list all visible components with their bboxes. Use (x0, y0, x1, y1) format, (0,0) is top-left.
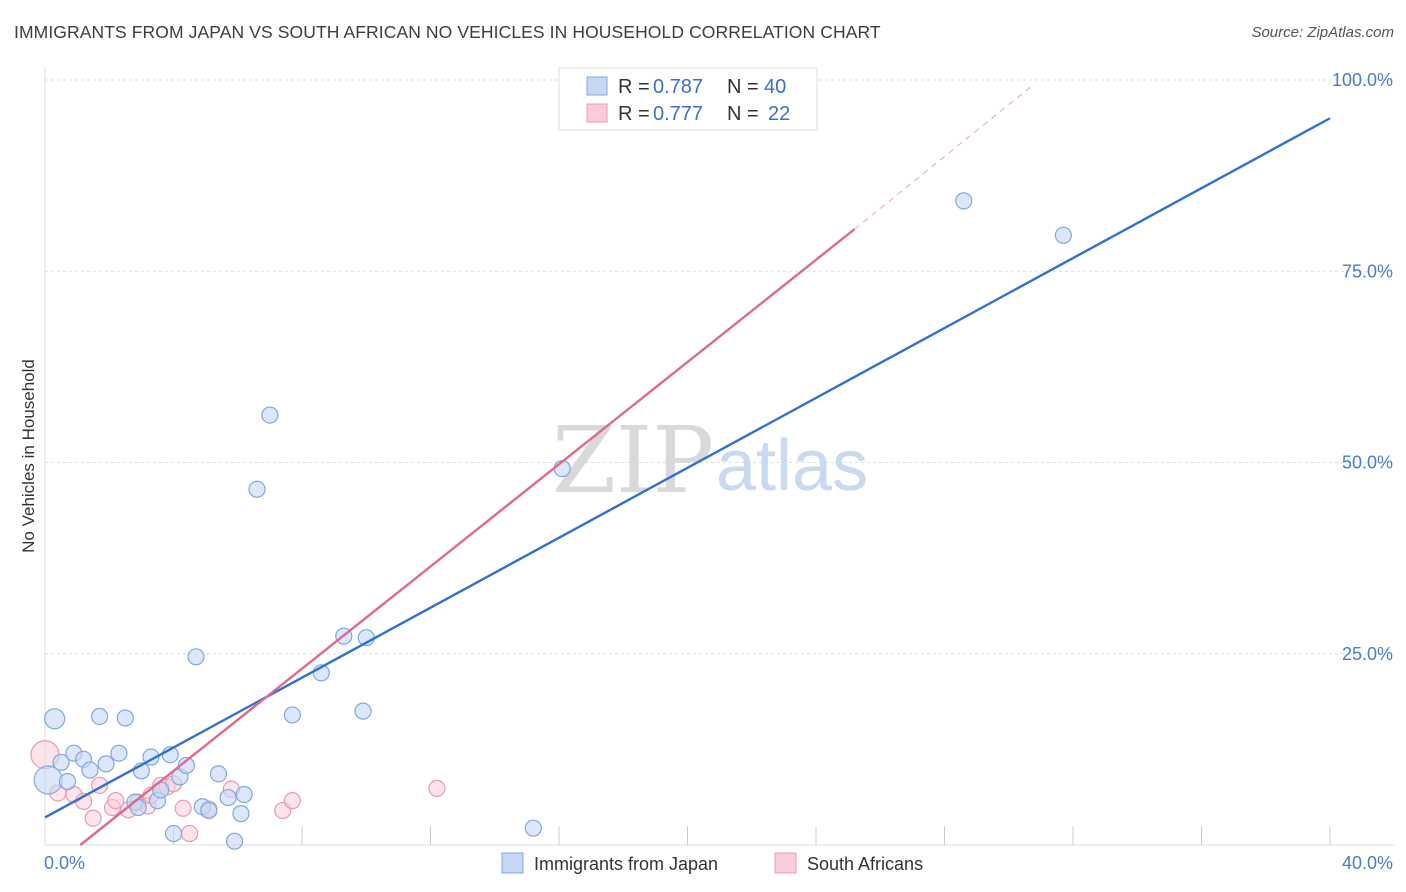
japan-point (200, 801, 218, 820)
bottom-legend-south-africans: South Africans (807, 854, 923, 874)
grid-lines (44, 68, 1394, 846)
x-tick-label: 40.0% (1342, 853, 1393, 873)
y-tick-labels: 25.0% 50.0% 75.0% 100.0% (1332, 70, 1393, 664)
bottom-legend-japan: Immigrants from Japan (534, 854, 718, 874)
japan-point (955, 192, 973, 210)
legend-swatch-japan (586, 76, 608, 96)
japan-point (209, 765, 228, 783)
legend-r-value-2: 0.777 (653, 103, 703, 125)
japan-point (116, 709, 134, 727)
south-africans-trend-line (79, 228, 856, 846)
south-africans-trend-extension (854, 83, 1035, 230)
watermark-atlas: atlas (716, 426, 868, 506)
x-tick-labels: 0.0% 40.0% (44, 853, 1393, 873)
japan-point (97, 755, 115, 773)
japan-point (1054, 226, 1072, 244)
chart-title: IMMIGRANTS FROM JAPAN VS SOUTH AFRICAN N… (14, 22, 881, 42)
x-tick-label: 0.0% (44, 853, 85, 873)
series-legend: Immigrants from Japan South Africans (501, 852, 923, 874)
japan-point (177, 756, 195, 775)
legend-r-label-2: R = (618, 103, 650, 125)
watermark: ZIP atlas (552, 407, 868, 514)
south-africans-point (107, 792, 125, 810)
japan-point (58, 772, 77, 791)
japan-point (164, 824, 183, 843)
correlation-legend: R = 0.787 N = 40 R = 0.777 N = 22 (558, 67, 818, 131)
y-tick-label: 75.0% (1342, 261, 1393, 281)
legend-n-label-2: N = (727, 103, 759, 125)
legend-n-label-1: N = (727, 76, 759, 98)
japan-point (129, 798, 147, 817)
legend-n-value-1: 40 (764, 76, 786, 98)
japan-point (232, 805, 250, 823)
bottom-legend-swatch-japan (501, 852, 524, 874)
japan-point (225, 832, 244, 850)
legend-r-value-1: 0.787 (653, 76, 703, 98)
japan-points (33, 192, 1072, 850)
legend-swatch-south-africans (586, 103, 608, 123)
legend-n-value-2: 22 (768, 103, 790, 125)
south-africans-point (180, 824, 199, 843)
y-axis-label: No Vehicles in Household (19, 359, 38, 553)
japan-point (235, 785, 253, 804)
south-africans-point (428, 779, 446, 797)
south-africans-point (283, 792, 301, 810)
bottom-legend-swatch-south-africans (774, 852, 797, 874)
japan-point (81, 761, 99, 779)
japan-point (187, 648, 205, 666)
japan-point (91, 707, 109, 726)
japan-point (219, 788, 237, 807)
legend-r-label-1: R = (618, 76, 650, 98)
south-africans-point (174, 799, 192, 817)
source-label: Source: ZipAtlas.com (1251, 24, 1394, 41)
japan-point (524, 819, 542, 837)
japan-trend-line (44, 117, 1331, 819)
south-africans-point (84, 809, 102, 827)
y-tick-label: 100.0% (1332, 70, 1393, 90)
japan-point (248, 480, 266, 498)
japan-point (354, 702, 372, 720)
japan-point (44, 708, 66, 730)
y-tick-label: 25.0% (1342, 644, 1393, 664)
japan-point (283, 706, 301, 724)
trend-lines (44, 83, 1331, 846)
japan-point (261, 406, 279, 424)
japan-point (110, 744, 128, 762)
y-tick-label: 50.0% (1342, 453, 1393, 473)
japan-point (52, 753, 70, 771)
